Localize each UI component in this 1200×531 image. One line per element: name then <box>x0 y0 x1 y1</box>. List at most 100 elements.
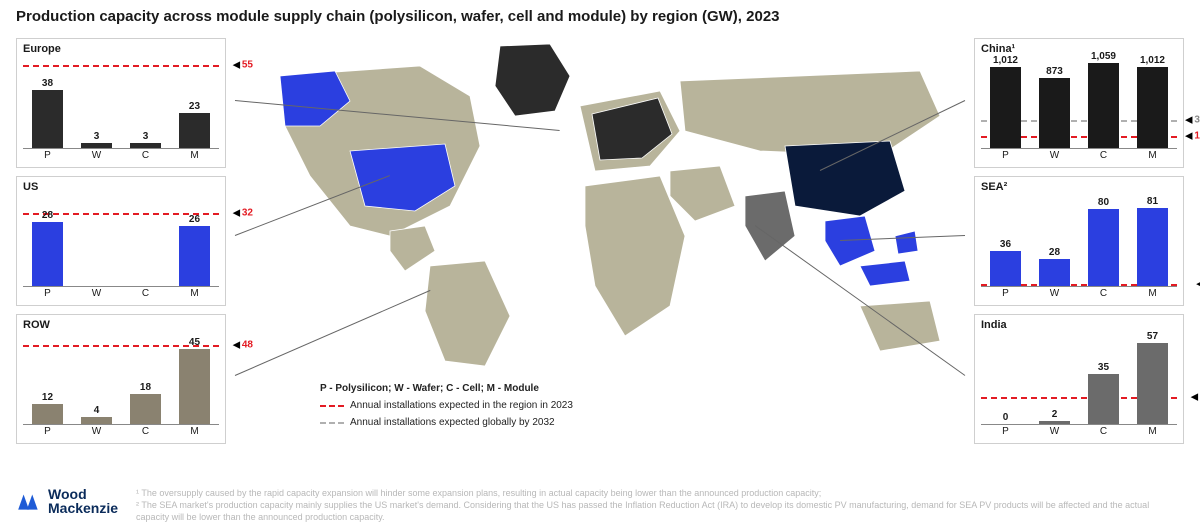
legend-gray-label: Annual installations expected globally b… <box>350 414 555 431</box>
logo-text-2: Mackenzie <box>48 501 118 516</box>
bar-value: 38 <box>42 78 53 89</box>
page-title: Production capacity across module supply… <box>16 8 780 25</box>
threshold-marker: 163 <box>1185 130 1200 141</box>
x-label: W <box>1033 150 1076 161</box>
chart-title: US <box>23 181 219 193</box>
bar-value: 1,012 <box>1140 55 1165 66</box>
x-label: M <box>173 288 216 299</box>
legend-red-label: Annual installations expected in the reg… <box>350 397 573 414</box>
footnotes: ¹ The oversupply caused by the rapid cap… <box>136 487 1184 523</box>
bar <box>81 143 111 148</box>
chart-europe: Europe55383323PWCM <box>16 38 226 168</box>
chart-title: India <box>981 319 1177 331</box>
bar <box>81 417 111 424</box>
chart-china: China¹3591631,0128731,0591,012PWCM <box>974 38 1184 168</box>
bar <box>1137 208 1167 286</box>
world-map <box>240 36 960 366</box>
bar <box>179 349 209 424</box>
bar <box>130 394 160 424</box>
bar-value: 80 <box>1098 197 1109 208</box>
footnote-2: ² The SEA market's production capacity m… <box>136 499 1184 523</box>
x-label: M <box>1131 288 1174 299</box>
legend-swatch-gray <box>320 422 344 424</box>
logo-text-1: Wood <box>48 487 118 502</box>
bar <box>1088 63 1118 148</box>
x-label: M <box>1131 150 1174 161</box>
x-label: W <box>75 426 118 437</box>
threshold-marker: 359 <box>1185 115 1200 126</box>
bar-value: 35 <box>1098 362 1109 373</box>
bar <box>1039 78 1069 148</box>
x-label: C <box>124 426 167 437</box>
bar-value: 0 <box>1003 412 1009 423</box>
footer: Wood Mackenzie ¹ The oversupply caused b… <box>16 487 1184 523</box>
bar <box>130 143 160 148</box>
x-label: W <box>75 150 118 161</box>
x-label: C <box>124 150 167 161</box>
bar-value: 3 <box>94 131 100 142</box>
logo-icon <box>16 488 42 514</box>
right-column: China¹3591631,0128731,0591,012PWCM SEA²3… <box>974 38 1184 444</box>
legend-swatch-red <box>320 405 344 407</box>
bar-value: 873 <box>1046 66 1063 77</box>
legend: P - Polysilicon; W - Wafer; C - Cell; M … <box>320 380 573 431</box>
bar-value: 45 <box>189 337 200 348</box>
bar <box>32 222 62 286</box>
x-label: P <box>984 288 1027 299</box>
bar <box>32 404 62 424</box>
bar <box>990 251 1020 286</box>
chart-sea: SEA²336288081PWCM <box>974 176 1184 306</box>
bar-value: 18 <box>140 382 151 393</box>
bar-value: 57 <box>1147 331 1158 342</box>
chart-title: China¹ <box>981 43 1177 55</box>
x-label: C <box>1082 426 1125 437</box>
bar-value: 81 <box>1147 196 1158 207</box>
x-label: P <box>984 150 1027 161</box>
x-label: P <box>26 150 69 161</box>
x-label: M <box>1131 426 1174 437</box>
map-svg <box>240 36 960 366</box>
bar-value: 1,012 <box>993 55 1018 66</box>
x-label: C <box>124 288 167 299</box>
bar-value: 4 <box>94 405 100 416</box>
bar <box>1088 209 1118 286</box>
threshold-marker: 3 <box>1197 279 1200 290</box>
bar-value: 1,059 <box>1091 51 1116 62</box>
legend-key: P - Polysilicon; W - Wafer; C - Cell; M … <box>320 380 573 397</box>
bar-value: 12 <box>42 392 53 403</box>
chart-title: ROW <box>23 319 219 331</box>
bar <box>990 67 1020 148</box>
bar <box>1137 343 1167 424</box>
x-label: P <box>26 426 69 437</box>
bar <box>1088 374 1118 424</box>
chart-title: SEA² <box>981 181 1177 193</box>
chart-us: US322826PWCM <box>16 176 226 306</box>
footnote-1: ¹ The oversupply caused by the rapid cap… <box>136 487 1184 499</box>
chart-row: ROW481241845PWCM <box>16 314 226 444</box>
bar-value: 28 <box>42 210 53 221</box>
bar-value: 26 <box>189 214 200 225</box>
bar <box>179 226 209 286</box>
x-label: W <box>1033 288 1076 299</box>
x-label: M <box>173 150 216 161</box>
bar <box>1039 259 1069 286</box>
x-label: P <box>26 288 69 299</box>
bar-value: 28 <box>1049 247 1060 258</box>
x-label: W <box>75 288 118 299</box>
bar-value: 23 <box>189 101 200 112</box>
bar <box>1137 67 1167 148</box>
bar <box>32 90 62 148</box>
x-label: W <box>1033 426 1076 437</box>
x-label: C <box>1082 150 1125 161</box>
bar <box>179 113 209 148</box>
x-label: C <box>1082 288 1125 299</box>
left-column: Europe55383323PWCM US322826PWCM ROW48124… <box>16 38 226 444</box>
bar-value: 36 <box>1000 239 1011 250</box>
bar-value: 2 <box>1052 409 1058 420</box>
brand-logo: Wood Mackenzie <box>16 487 118 516</box>
x-label: P <box>984 426 1027 437</box>
bar-value: 3 <box>143 131 149 142</box>
threshold-marker: 20 <box>1191 391 1200 402</box>
bar <box>1039 421 1069 424</box>
chart-title: Europe <box>23 43 219 55</box>
